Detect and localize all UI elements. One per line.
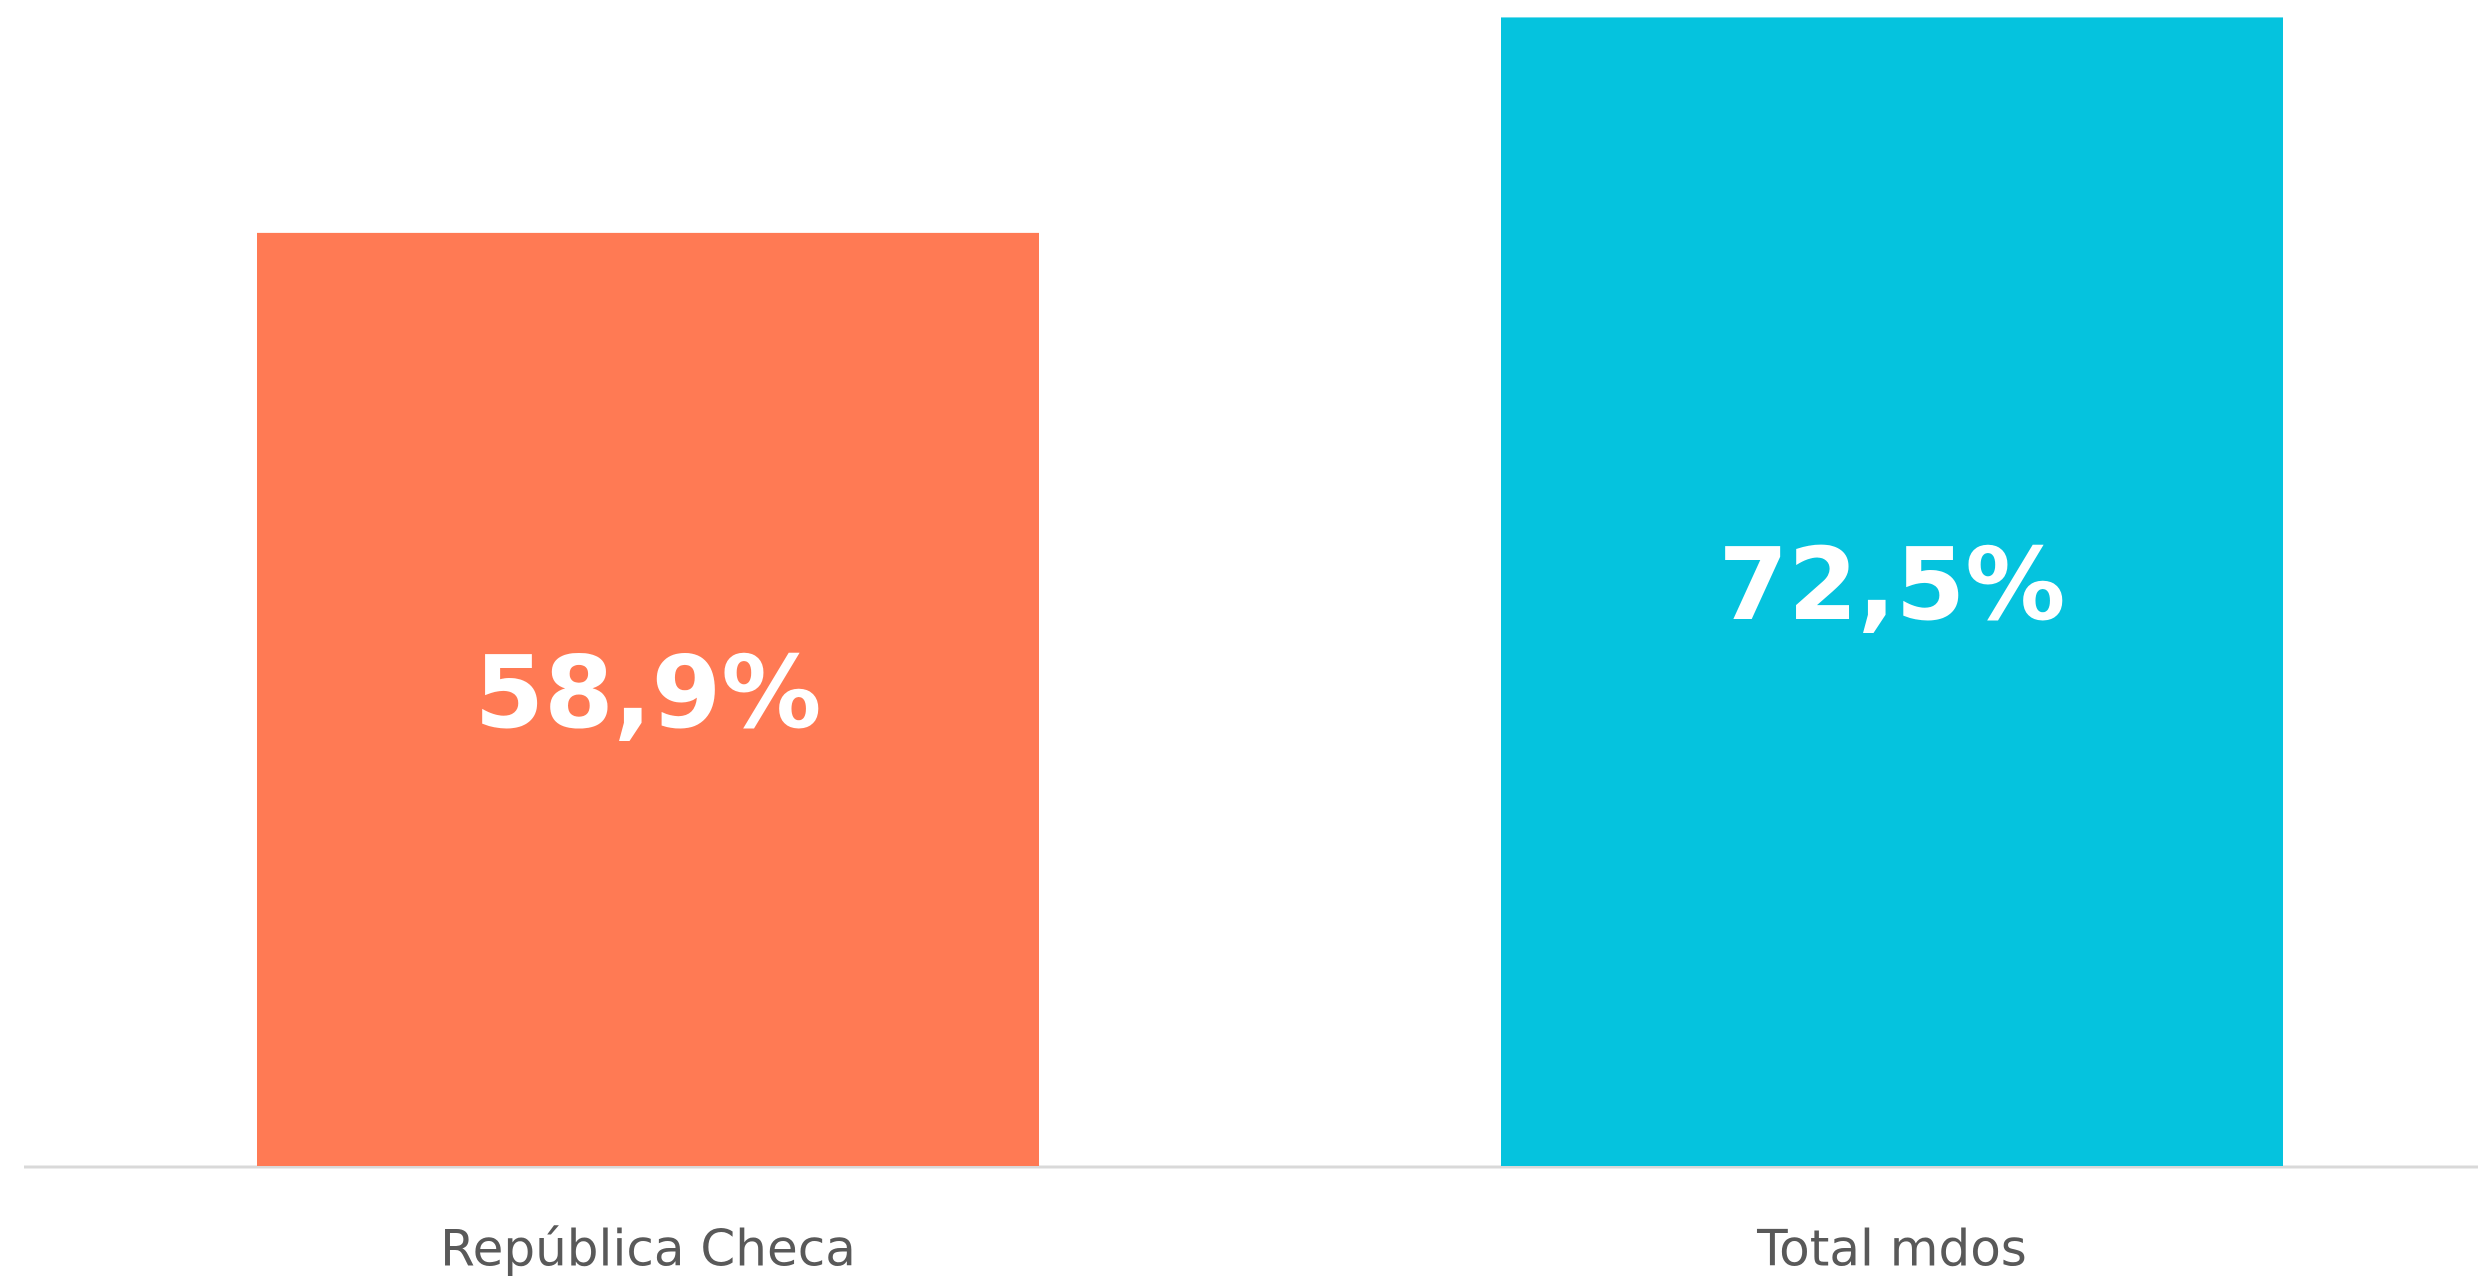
bar — [1501, 17, 2283, 1166]
data-label: 58,9% — [475, 634, 822, 751]
x-tick-label: Total mdos — [1756, 1220, 2027, 1278]
bar — [257, 232, 1039, 1166]
x-tick-label: República Checa — [440, 1220, 856, 1278]
data-label: 72,5% — [1719, 526, 2066, 643]
